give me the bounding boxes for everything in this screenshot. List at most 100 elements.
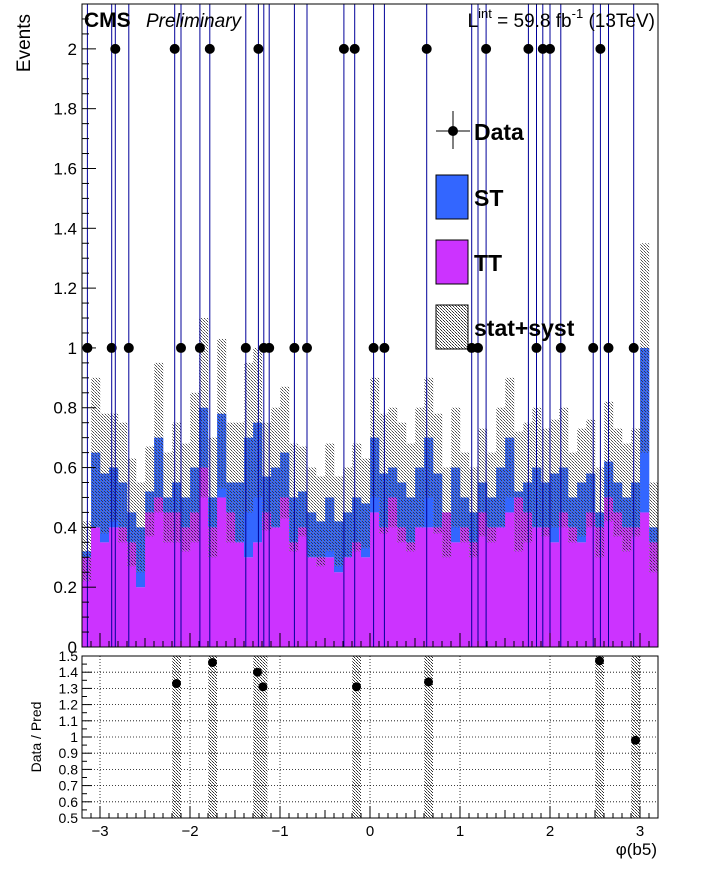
cms-label: CMS: [84, 9, 131, 32]
tt-bar: [487, 527, 497, 647]
y-tick-label: 1.8: [53, 100, 77, 119]
data-point: [176, 342, 186, 353]
data-point: [110, 43, 121, 54]
uncertainty-bin: [199, 318, 209, 498]
data-point: [537, 43, 548, 54]
tt-bar: [622, 527, 632, 647]
uncertainty-bin: [280, 386, 290, 519]
ratio-band: [352, 656, 361, 818]
uncertainty-bin: [406, 443, 416, 552]
tt-bar: [451, 542, 461, 647]
uncertainty-bin: [316, 476, 326, 567]
ratio-y-tick-label: 1.5: [59, 648, 79, 664]
ratio-grid: [82, 655, 658, 819]
uncertainty-bin: [136, 482, 146, 573]
uncertainty-bin: [145, 446, 155, 537]
legend-data-marker: [448, 126, 458, 136]
ratio-x-axis: −3 −2 −1 0 1 2 3: [81, 806, 659, 840]
data-point: [555, 342, 566, 353]
data-point: [545, 43, 555, 54]
ratio-y-tick-label: 0.7: [59, 778, 79, 794]
data-point: [302, 342, 312, 353]
tt-bar: [361, 557, 371, 647]
main-plot-panel: 0 0.2 0.4 0.6 0.8 1 1.2 1.4 1.6 1.8 2 Events: [14, 3, 659, 657]
y-tick-label: 0.4: [53, 518, 77, 537]
tt-bar: [550, 542, 560, 647]
ratio-band: [258, 656, 268, 818]
uncertainty-bin: [505, 377, 515, 498]
tt-bar: [541, 527, 551, 647]
uncertainty-bin: [127, 458, 137, 567]
legend-label-data: Data: [474, 119, 524, 145]
tt-bar: [514, 497, 524, 647]
ratio-point: [253, 667, 262, 677]
y-tick-label: 1.2: [53, 279, 77, 298]
tt-bar: [217, 497, 227, 647]
tt-bar: [586, 512, 596, 647]
data-point: [628, 342, 639, 353]
data-point: [289, 342, 300, 353]
uncertainty-bin: [253, 347, 263, 498]
ratio-y-axis-label: Data / Pred: [28, 702, 44, 773]
ratio-y-tick-label: 1.3: [59, 680, 79, 696]
tt-bar: [478, 512, 488, 647]
tt-bar: [469, 542, 479, 647]
data-point: [194, 342, 205, 353]
uncertainty-bin: [82, 521, 92, 582]
tt-bar: [298, 527, 308, 647]
tt-bar: [253, 542, 263, 647]
ratio-y-tick-label: 0.5: [59, 810, 79, 826]
data-point: [603, 342, 614, 353]
tt-bar: [307, 557, 317, 647]
lumi-energy: (13TeV): [583, 11, 655, 32]
data-point: [379, 342, 390, 353]
tt-bar: [262, 512, 272, 647]
data-point: [595, 43, 606, 54]
tt-bar: [595, 527, 605, 647]
ratio-point: [352, 682, 361, 692]
uncertainty-bin: [550, 419, 560, 528]
y-tick-label: 1.6: [53, 159, 77, 178]
luminosity-label: Lint = 59.8 fb-1 (13TeV): [468, 6, 655, 32]
tt-bar: [523, 512, 533, 647]
uncertainty-bin: [649, 482, 659, 573]
legend-entry-tt: TT: [435, 239, 502, 285]
data-point: [123, 342, 134, 353]
uncertainty-bin: [235, 422, 245, 543]
uncertainty-bin: [541, 428, 551, 537]
lumi-superscript: int: [478, 6, 492, 21]
ratio-band: [424, 656, 433, 818]
x-tick-label: 3: [636, 823, 644, 840]
tt-bar: [397, 527, 407, 647]
ratio-point: [595, 656, 604, 666]
main-y-axis: 0 0.2 0.4 0.6 0.8 1 1.2 1.4 1.6 1.8 2: [53, 18, 96, 657]
data-point: [169, 43, 180, 54]
uncertainty-bin: [433, 413, 443, 534]
y-tick-label: 1.4: [53, 219, 77, 238]
data-point: [523, 43, 534, 54]
ratio-points: [172, 656, 640, 745]
tt-bar: [154, 497, 164, 647]
uncertainty-bin: [469, 467, 479, 558]
x-tick-label: 2: [546, 823, 554, 840]
uncertainty-bin: [181, 443, 191, 552]
ratio-y-tick-label: 0.9: [59, 745, 79, 761]
tt-bar: [649, 542, 659, 647]
uncertainty-bin: [622, 443, 632, 552]
y-axis-label: Events: [14, 14, 35, 72]
tt-bar: [235, 542, 245, 647]
tt-bar: [388, 497, 398, 647]
tt-bar: [280, 497, 290, 647]
data-point: [106, 342, 117, 353]
ratio-y-tick-label: 1: [70, 729, 78, 745]
tt-bar: [424, 527, 434, 647]
legend-label-unc: stat+syst: [474, 315, 575, 341]
uncertainty-bin: [496, 407, 506, 528]
tt-bar: [244, 557, 254, 647]
uncertainty-bin: [226, 422, 236, 543]
tt-bar: [334, 572, 344, 647]
tt-bar: [316, 557, 326, 647]
uncertainty-bin: [352, 443, 362, 552]
lumi-prefix: L: [468, 11, 479, 32]
tt-bar: [226, 512, 236, 647]
